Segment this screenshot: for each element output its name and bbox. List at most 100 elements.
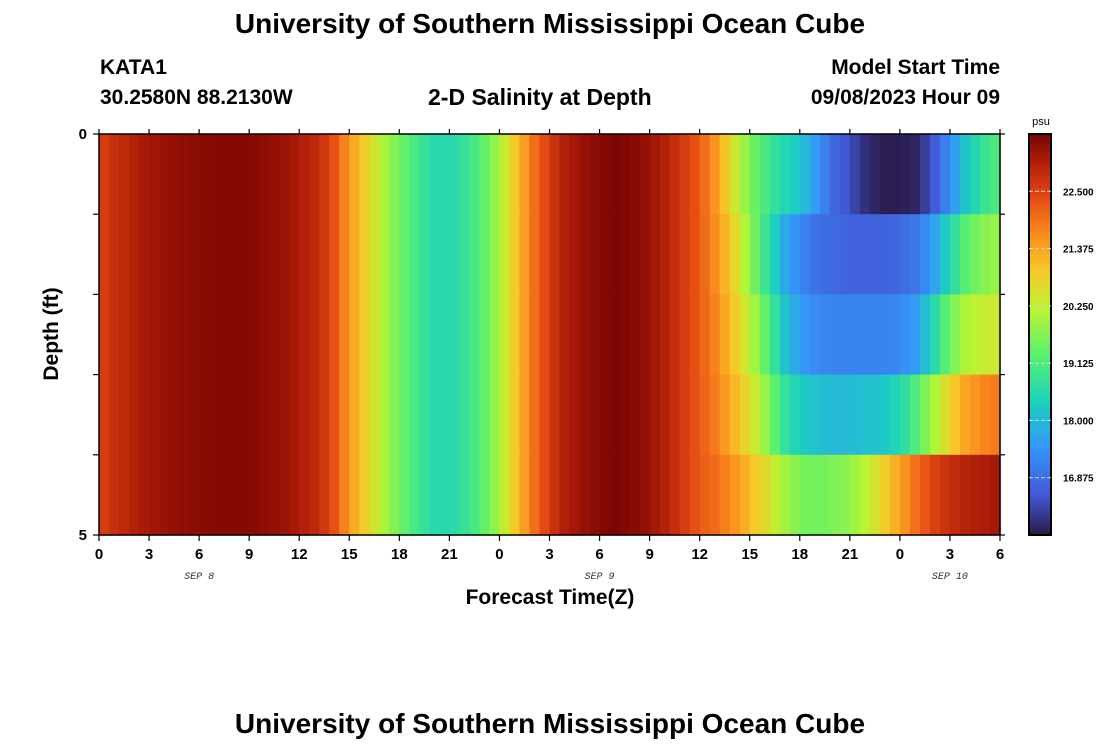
- heatmap-cell: [419, 214, 430, 295]
- x-tick-label: 12: [691, 546, 708, 563]
- heatmap-cell: [389, 374, 400, 456]
- colorbar-segment: [1029, 421, 1051, 426]
- heatmap-cell: [369, 134, 380, 215]
- heatmap-cell: [839, 134, 851, 215]
- station-id: KATA1: [100, 56, 167, 79]
- date-label: SEP 8: [184, 572, 214, 583]
- colorbar-segment: [1029, 200, 1051, 205]
- model-start-label: Model Start Time: [831, 56, 1000, 79]
- heatmap-cell: [689, 214, 701, 295]
- heatmap-cell: [469, 214, 481, 295]
- heatmap-cell: [409, 294, 420, 376]
- colorbar-segment: [1029, 260, 1051, 265]
- heatmap-cell: [169, 454, 180, 536]
- heatmap-cell: [979, 294, 991, 376]
- colorbar-segment: [1029, 311, 1051, 316]
- heatmap-cell: [729, 374, 741, 456]
- colorbar-segment: [1029, 164, 1051, 169]
- colorbar-segment: [1029, 281, 1051, 285]
- heatmap-cell: [429, 134, 440, 215]
- heatmap-cell: [149, 454, 160, 536]
- heatmap-cell: [109, 214, 120, 295]
- heatmap-cell: [819, 214, 831, 295]
- heatmap-cell: [279, 134, 290, 215]
- colorbar-segment: [1029, 337, 1051, 342]
- colorbar-segment: [1029, 494, 1051, 499]
- colorbar-segment: [1029, 371, 1051, 376]
- heatmap-cell: [249, 294, 260, 376]
- heatmap-cell: [899, 134, 911, 215]
- heatmap-cell: [349, 374, 360, 456]
- colorbar-segment: [1029, 478, 1051, 483]
- heatmap-cell: [299, 374, 310, 456]
- colorbar-segment: [1029, 354, 1051, 359]
- heatmap-cell: [319, 134, 330, 215]
- heatmap-cell: [229, 374, 240, 456]
- heatmap-cell: [239, 214, 250, 295]
- heatmap-cell: [539, 214, 551, 295]
- heatmap-cell: [119, 374, 130, 456]
- heatmap-cell: [869, 134, 881, 215]
- colorbar-segment: [1029, 468, 1051, 473]
- heatmap-cell: [669, 454, 681, 536]
- heatmap-cell: [599, 374, 611, 456]
- heatmap-cell: [719, 454, 731, 536]
- heatmap-cell: [549, 214, 561, 295]
- colorbar-segment: [1029, 140, 1051, 145]
- colorbar-segment: [1029, 347, 1051, 352]
- colorbar-segment: [1029, 481, 1051, 486]
- heatmap-cell: [369, 294, 380, 376]
- heatmap-cell: [289, 454, 300, 536]
- heatmap-cell: [909, 294, 921, 376]
- colorbar-segment: [1029, 448, 1051, 453]
- heatmap-cell: [659, 374, 671, 456]
- colorbar-segment: [1029, 220, 1051, 225]
- colorbar-segment: [1029, 408, 1051, 412]
- heatmap-cell: [339, 134, 350, 215]
- colorbar-segment: [1029, 438, 1051, 443]
- heatmap-cell: [549, 294, 561, 376]
- heatmap-cell: [859, 134, 871, 215]
- heatmap-cell: [639, 214, 651, 295]
- heatmap-cell: [809, 454, 821, 536]
- heatmap-cell: [889, 214, 901, 295]
- x-tick-label: 9: [645, 546, 653, 563]
- heatmap-cell: [499, 454, 511, 536]
- heatmap-cell: [609, 294, 621, 376]
- heatmap-cell: [449, 214, 460, 295]
- heatmap-cell: [779, 454, 791, 536]
- heatmap-cell: [349, 454, 360, 536]
- colorbar-segment: [1029, 271, 1051, 275]
- heatmap-cell: [989, 374, 1001, 456]
- colorbar-segment: [1029, 377, 1051, 382]
- heatmap-cell: [749, 374, 761, 456]
- heatmap-cell: [619, 134, 631, 215]
- heatmap-cell: [969, 214, 981, 295]
- heatmap-cell: [289, 214, 300, 295]
- heatmap-cell: [289, 374, 300, 456]
- colorbar-segment: [1029, 144, 1051, 148]
- heatmap-cell: [439, 214, 450, 295]
- colorbar-tick-label: 16.875: [1063, 474, 1094, 485]
- colorbar-segment: [1029, 397, 1051, 402]
- heatmap-cell: [679, 374, 691, 456]
- heatmap-cell: [339, 454, 350, 536]
- heatmap-cell: [989, 454, 1001, 536]
- heatmap-cell: [219, 134, 230, 215]
- colorbar-segment: [1029, 307, 1051, 312]
- heatmap-cell: [859, 454, 871, 536]
- heatmap-cell: [739, 134, 751, 215]
- footer-title: University of Southern Mississippi Ocean…: [234, 708, 866, 739]
- heatmap-cell: [139, 214, 150, 295]
- heatmap-cell: [529, 134, 541, 215]
- heatmap-cell: [529, 454, 541, 536]
- heatmap-cell: [419, 374, 430, 456]
- y-axis-label: Depth (ft): [40, 287, 63, 380]
- heatmap-cell: [159, 214, 170, 295]
- heatmap-cell: [129, 374, 140, 456]
- heatmap-cell: [919, 454, 931, 536]
- heatmap-cell: [799, 214, 811, 295]
- heatmap-cell: [479, 214, 491, 295]
- heatmap-cell: [779, 214, 791, 295]
- heatmap-cell: [849, 374, 861, 456]
